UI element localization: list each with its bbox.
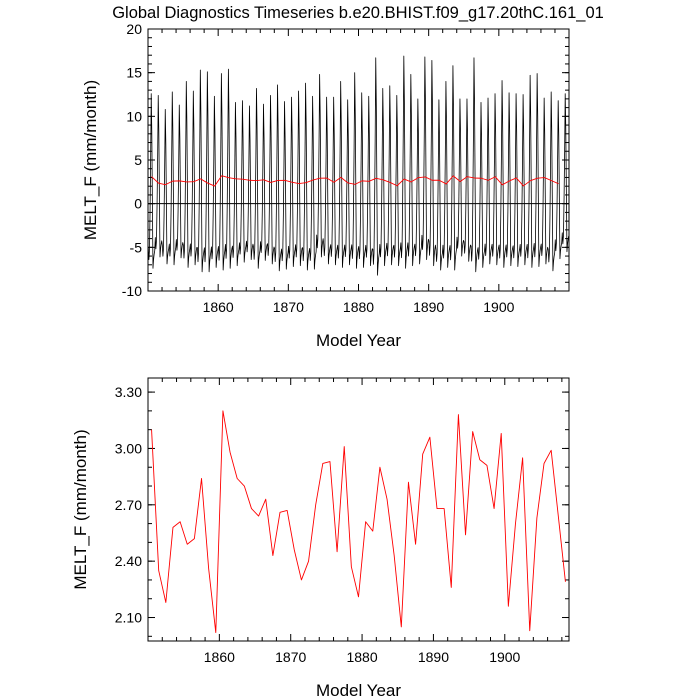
x-tick-label: 1890 [413,299,444,315]
series-line-annual [151,175,559,187]
axis-ticks [147,378,569,641]
y-axis-label: MELT_F (mm/month) [71,429,90,589]
series-group [151,410,566,633]
y-tick-label: 20 [126,21,142,37]
annual-mean-panel: 2.10 2.40 2.70 3.00 3.30 1860 1870 1880 1890 1900… [71,377,570,700]
y-tick-label: 15 [126,65,142,81]
axis-ticks [147,28,570,292]
y-tick-label: 3.30 [115,384,142,400]
y-tick-label: -5 [130,239,143,255]
x-axis-label: Model Year [316,681,401,700]
series-line-monthly [148,55,569,276]
x-tick-label: 1880 [346,649,377,665]
x-tick-label: 1900 [483,299,514,315]
figure-title: Global Diagnostics Timeseries b.e20.BHIS… [112,4,604,22]
series-line-annual [151,410,566,633]
x-tick-label: 1870 [275,649,306,665]
y-tick-label: -10 [122,283,142,299]
x-tick-label: 1890 [418,649,449,665]
y-axis-label: MELT_F (mm/month) [81,80,100,240]
plot-frame [147,377,570,642]
series-group [148,55,569,276]
monthly-timeseries-panel: -10 -5 0 5 10 15 20 1860 1870 1880 1890 1900 Model Y… [81,21,570,350]
x-tick-label: 1870 [273,299,304,315]
y-tick-label: 10 [126,108,142,124]
y-tick-label: 2.40 [115,553,142,569]
y-tick-label: 3.00 [115,440,142,456]
y-tick-label: 2.70 [115,497,142,513]
x-tick-label: 1880 [343,299,374,315]
y-tick-label: 0 [134,196,142,212]
y-tick-label: 5 [134,152,142,168]
x-tick-label: 1860 [203,299,234,315]
x-axis-label: Model Year [316,331,401,350]
x-tick-label: 1860 [204,649,235,665]
y-tick-label: 2.10 [115,610,142,626]
x-tick-label: 1900 [489,649,520,665]
